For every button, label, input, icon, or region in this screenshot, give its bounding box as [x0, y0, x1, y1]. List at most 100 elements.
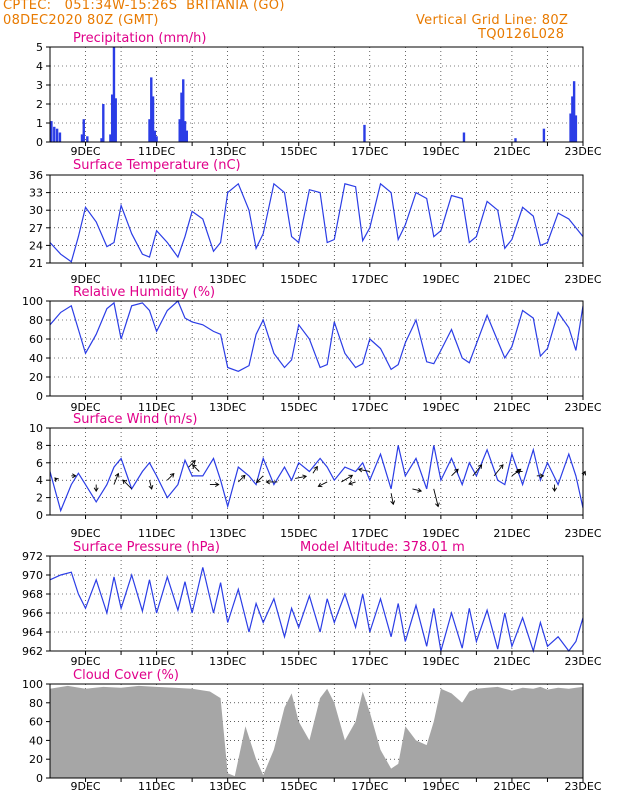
x-tick-label: 21DEC	[493, 655, 530, 668]
wind-vector-head	[215, 482, 220, 487]
y-tick-label: 60	[29, 716, 43, 729]
x-tick-label: 23DEC	[564, 780, 601, 793]
wind-vector	[149, 480, 153, 490]
x-tick-label: 17DEC	[351, 145, 388, 158]
precip-bar	[572, 81, 576, 142]
y-tick-label: 100	[22, 295, 43, 308]
x-tick-label: 9DEC	[70, 655, 100, 668]
precip-bar	[109, 134, 112, 142]
wind-vector-head	[539, 473, 545, 479]
cloud-cover-area	[50, 685, 583, 778]
wind-vector-head	[265, 479, 271, 485]
precip-bar	[50, 121, 53, 142]
y-tick-label: 972	[22, 550, 43, 563]
y-tick-label: 6	[36, 457, 43, 470]
precip-bar	[182, 79, 185, 142]
wind-vector-head	[552, 487, 558, 493]
wind-vector	[472, 464, 482, 477]
precip-bar	[80, 134, 84, 142]
y-tick-label: 966	[22, 607, 43, 620]
wind-vector-head	[317, 482, 323, 488]
x-tick-label: 21DEC	[493, 401, 530, 414]
y-tick-label: 5	[36, 41, 43, 54]
precip-bar	[100, 138, 103, 142]
wind-vector	[348, 481, 356, 485]
x-tick-label: 15DEC	[280, 145, 317, 158]
x-tick-label: 19DEC	[422, 527, 459, 540]
wind-vector	[295, 475, 307, 479]
wind-vector	[113, 473, 119, 485]
x-tick-label: 23DEC	[564, 145, 601, 158]
panel-title: Surface Pressure (hPa)	[73, 540, 220, 555]
y-tick-label: 10	[29, 422, 43, 435]
x-tick-label: 21DEC	[493, 780, 530, 793]
x-tick-label: 19DEC	[422, 273, 459, 286]
wind-vector-head	[240, 474, 246, 480]
y-tick-label: 2	[36, 492, 43, 505]
precip-bar	[53, 126, 56, 142]
series-line	[49, 567, 584, 654]
x-tick-label: 17DEC	[351, 655, 388, 668]
x-tick-label: 15DEC	[280, 780, 317, 793]
wind-vector	[390, 493, 394, 505]
precip-bar	[55, 128, 59, 142]
precip-bar	[185, 130, 189, 142]
x-tick-label: 21DEC	[493, 145, 530, 158]
x-tick-label: 23DEC	[564, 527, 601, 540]
x-tick-label: 9DEC	[70, 401, 100, 414]
y-tick-label: 60	[29, 333, 43, 346]
precip-bar	[155, 136, 158, 142]
precip-bar	[148, 119, 151, 142]
panel-title: Relative Humidity (%)	[73, 285, 215, 300]
y-tick-label: 1	[36, 117, 43, 130]
x-tick-label: 9DEC	[70, 780, 100, 793]
panel-frame	[49, 427, 584, 516]
wind-vector-head	[357, 467, 363, 473]
y-tick-label: 2	[36, 98, 43, 111]
x-tick-label: 13DEC	[209, 401, 246, 414]
precip-bar	[86, 136, 89, 142]
series-line	[49, 182, 584, 263]
y-tick-label: 4	[36, 60, 43, 73]
x-tick-label: 19DEC	[422, 780, 459, 793]
y-tick-label: 100	[22, 678, 43, 691]
y-tick-label: 964	[22, 626, 43, 639]
wind-vector	[412, 488, 422, 492]
precip-bar	[82, 119, 85, 142]
header-line2-left: 08DEC2020 80Z (GMT)	[3, 13, 159, 28]
wind-vector	[318, 481, 328, 487]
x-tick-label: 11DEC	[138, 780, 175, 793]
wind-vector-head	[93, 487, 99, 493]
wind-vector	[238, 475, 246, 483]
wind-vector-head	[54, 477, 59, 482]
precip-bar	[569, 113, 572, 142]
wind-vector-head	[435, 502, 440, 508]
x-tick-label: 11DEC	[138, 273, 175, 286]
wind-vector-head	[454, 468, 459, 474]
precip-bar	[178, 119, 181, 142]
panel-title: Cloud Cover (%)	[73, 668, 179, 683]
series-line	[49, 445, 584, 513]
y-tick-label: 20	[29, 753, 43, 766]
precip-bar	[151, 96, 155, 142]
y-tick-label: 80	[29, 314, 43, 327]
x-tick-label: 15DEC	[280, 273, 317, 286]
y-tick-label: 40	[29, 734, 43, 747]
x-tick-label: 19DEC	[422, 655, 459, 668]
wind-vector-head	[390, 500, 396, 506]
x-tick-label: 13DEC	[209, 145, 246, 158]
x-tick-label: 9DEC	[70, 273, 100, 286]
header-line1-left: CPTEC: 051:34W-15:26S BRITANIA (GO)	[3, 0, 285, 13]
wind-vector-head	[348, 480, 353, 486]
precip-bar	[114, 98, 117, 142]
x-tick-label: 23DEC	[564, 401, 601, 414]
wind-vector-head	[72, 473, 77, 479]
y-tick-label: 962	[22, 645, 43, 658]
wind-vector	[358, 468, 370, 472]
wind-vector-head	[313, 465, 318, 471]
precip-bar	[110, 94, 114, 142]
x-tick-label: 23DEC	[564, 273, 601, 286]
wind-vector	[451, 468, 459, 477]
x-tick-label: 17DEC	[351, 527, 388, 540]
